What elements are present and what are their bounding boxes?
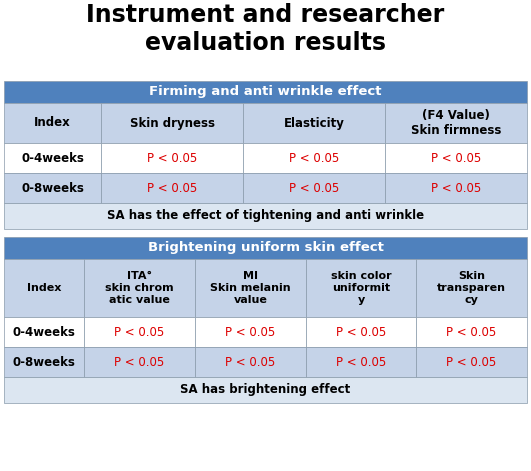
Bar (4, 237, 527, 259)
Text: P < 0.05: P < 0.05 (336, 325, 386, 339)
Text: P < 0.05: P < 0.05 (289, 181, 339, 195)
Bar (306, 317, 416, 347)
Text: 0-4weeks: 0-4weeks (13, 325, 75, 339)
Text: P < 0.05: P < 0.05 (147, 181, 197, 195)
Bar (4, 377, 527, 403)
Bar (385, 143, 527, 173)
Bar (195, 259, 306, 317)
Bar (243, 143, 385, 173)
Text: SA has brightening effect: SA has brightening effect (181, 383, 350, 397)
Text: P < 0.05: P < 0.05 (147, 152, 197, 164)
Text: 0-8weeks: 0-8weeks (21, 181, 84, 195)
Bar (385, 103, 527, 143)
Text: 0-8weeks: 0-8weeks (13, 356, 75, 368)
Bar (84, 317, 195, 347)
Bar (4, 317, 84, 347)
Text: Instrument and researcher
evaluation results: Instrument and researcher evaluation res… (87, 3, 444, 55)
Text: Firming and anti wrinkle effect: Firming and anti wrinkle effect (149, 86, 382, 98)
Bar (306, 259, 416, 317)
Bar (4, 81, 527, 103)
Text: (F4 Value)
Skin firmness: (F4 Value) Skin firmness (411, 108, 501, 138)
Text: MI
Skin melanin
value: MI Skin melanin value (210, 271, 291, 305)
Bar (4, 143, 101, 173)
Text: P < 0.05: P < 0.05 (114, 356, 165, 368)
Bar (4, 173, 101, 203)
Text: skin color
uniformit
y: skin color uniformit y (331, 271, 391, 305)
Bar (306, 347, 416, 377)
Text: P < 0.05: P < 0.05 (431, 181, 481, 195)
Text: Elasticity: Elasticity (284, 116, 345, 130)
Text: Brightening uniform skin effect: Brightening uniform skin effect (148, 242, 383, 254)
Text: P < 0.05: P < 0.05 (447, 325, 496, 339)
Text: P < 0.05: P < 0.05 (225, 356, 276, 368)
Text: Skin dryness: Skin dryness (130, 116, 215, 130)
Text: P < 0.05: P < 0.05 (447, 356, 496, 368)
Text: SA has the effect of tightening and anti wrinkle: SA has the effect of tightening and anti… (107, 210, 424, 222)
Bar (4, 347, 84, 377)
Text: Index: Index (27, 283, 61, 293)
Bar (4, 203, 527, 229)
Bar (4, 103, 101, 143)
Bar (84, 347, 195, 377)
Text: ITA°
skin chrom
atic value: ITA° skin chrom atic value (105, 271, 174, 305)
Bar (101, 143, 243, 173)
Bar (416, 317, 527, 347)
Bar (4, 259, 84, 317)
Text: Index: Index (34, 116, 71, 130)
Bar (243, 173, 385, 203)
Text: P < 0.05: P < 0.05 (114, 325, 165, 339)
Bar (416, 347, 527, 377)
Bar (385, 173, 527, 203)
Text: P < 0.05: P < 0.05 (431, 152, 481, 164)
Text: Skin
transparen
cy: Skin transparen cy (437, 271, 506, 305)
Text: P < 0.05: P < 0.05 (336, 356, 386, 368)
Bar (416, 259, 527, 317)
Bar (84, 259, 195, 317)
Bar (101, 173, 243, 203)
Text: 0-4weeks: 0-4weeks (21, 152, 84, 164)
Bar (243, 103, 385, 143)
Bar (195, 317, 306, 347)
Bar (195, 347, 306, 377)
Text: P < 0.05: P < 0.05 (225, 325, 276, 339)
Bar (101, 103, 243, 143)
Text: P < 0.05: P < 0.05 (289, 152, 339, 164)
